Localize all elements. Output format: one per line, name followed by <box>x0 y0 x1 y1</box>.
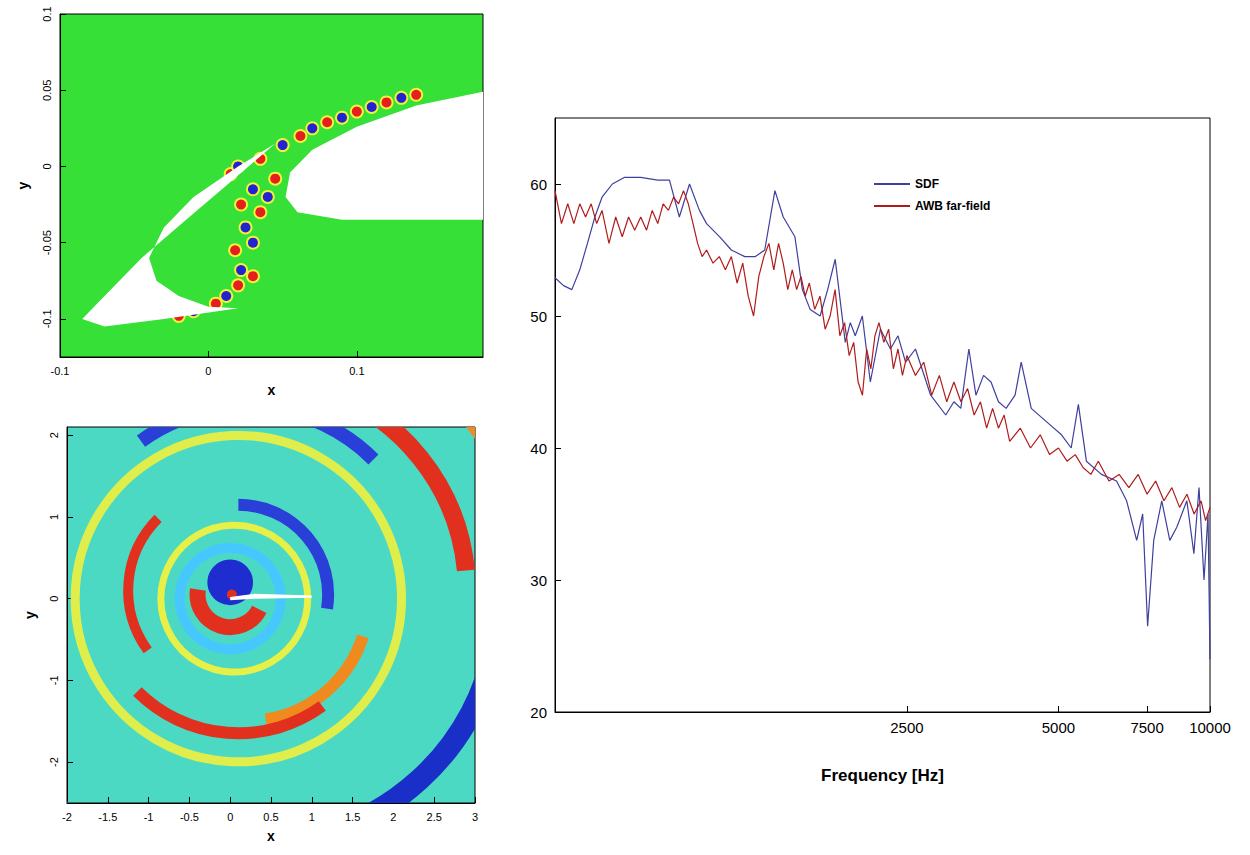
svg-text:0: 0 <box>41 163 53 169</box>
svg-text:x: x <box>268 382 276 398</box>
svg-text:0: 0 <box>205 365 211 377</box>
svg-text:SDF: SDF <box>915 177 939 191</box>
svg-text:-2: -2 <box>62 811 72 823</box>
svg-text:0: 0 <box>227 811 233 823</box>
svg-text:-0.05: -0.05 <box>41 230 53 255</box>
svg-text:2.5: 2.5 <box>427 811 442 823</box>
svg-text:AWB far-field: AWB far-field <box>915 199 990 213</box>
svg-text:5000: 5000 <box>1042 719 1075 736</box>
svg-text:2: 2 <box>48 432 60 438</box>
svg-text:60: 60 <box>530 176 547 193</box>
svg-text:0.05: 0.05 <box>41 80 53 101</box>
svg-text:50: 50 <box>530 308 547 325</box>
svg-text:-2: -2 <box>48 757 60 767</box>
svg-text:-0.1: -0.1 <box>51 365 70 377</box>
svg-text:y: y <box>22 611 38 619</box>
svg-text:2500: 2500 <box>890 719 923 736</box>
svg-text:0.5: 0.5 <box>263 811 278 823</box>
svg-text:1: 1 <box>309 811 315 823</box>
svg-text:Frequency [Hz]: Frequency [Hz] <box>821 766 944 785</box>
svg-text:y: y <box>15 181 31 189</box>
svg-text:2: 2 <box>390 811 396 823</box>
svg-text:0.1: 0.1 <box>349 365 364 377</box>
svg-text:-1: -1 <box>48 676 60 686</box>
svg-text:10000: 10000 <box>1189 719 1231 736</box>
svg-text:x: x <box>267 828 275 844</box>
svg-text:40: 40 <box>530 440 547 457</box>
svg-text:1: 1 <box>48 514 60 520</box>
svg-text:-0.1: -0.1 <box>41 309 53 328</box>
svg-text:-1.5: -1.5 <box>98 811 117 823</box>
svg-text:3: 3 <box>472 811 478 823</box>
svg-text:0: 0 <box>48 596 60 602</box>
svg-text:7500: 7500 <box>1130 719 1163 736</box>
svg-text:-0.5: -0.5 <box>180 811 199 823</box>
svg-text:0.1: 0.1 <box>41 6 53 21</box>
svg-text:20: 20 <box>530 704 547 721</box>
svg-text:-1: -1 <box>144 811 154 823</box>
svg-text:30: 30 <box>530 572 547 589</box>
svg-text:1.5: 1.5 <box>345 811 360 823</box>
